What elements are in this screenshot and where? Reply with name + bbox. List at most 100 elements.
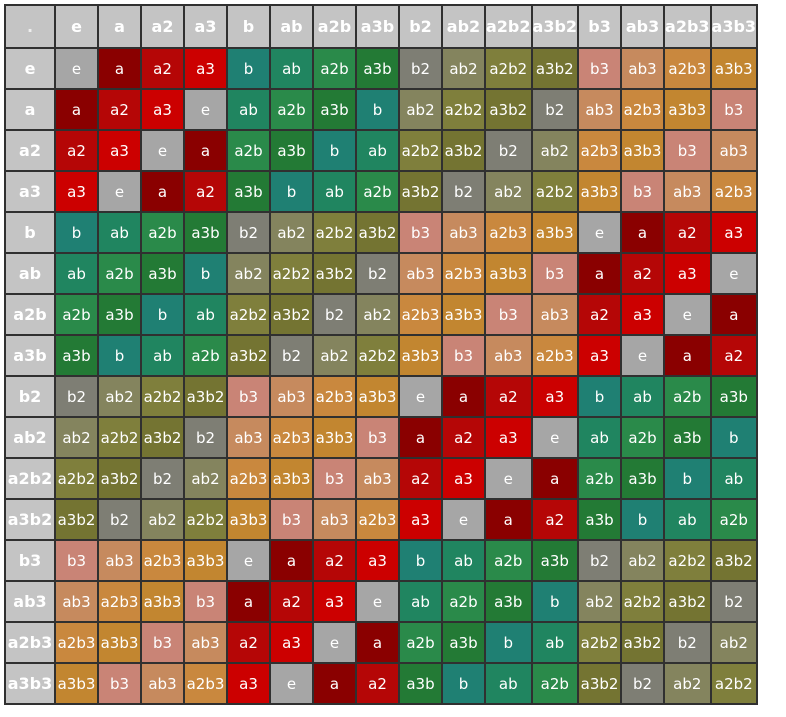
product-cell: a3b3	[269, 457, 314, 500]
product-cell: a3b2	[226, 334, 271, 377]
product-cell: a3b3	[54, 662, 99, 705]
table-row: b3 b3 ab3 a2b3 a3b3 e a a2 a3 b ab a2b a3b b2 ab2 a2b2 a…	[4, 539, 759, 582]
column-header: b2	[398, 4, 443, 49]
product-cell: e	[97, 170, 142, 213]
product-cell: ab3	[54, 580, 99, 623]
product-cell: a	[355, 621, 400, 664]
column-header: b3	[577, 4, 623, 49]
product-cell: a3b2	[183, 375, 228, 418]
product-cell: a2b3	[709, 170, 759, 213]
row-header: a2b2	[4, 457, 56, 500]
product-cell: a3b3	[140, 580, 185, 623]
product-cell: a3b2	[663, 580, 712, 623]
product-cell: e	[183, 88, 228, 131]
product-cell: b3	[183, 580, 228, 623]
table-row: ab3 ab3 a2b3 a3b3 b3 a a2 a3 e ab a2b a3b b ab2 a2b2 a3…	[4, 580, 759, 623]
product-cell: ab3	[226, 416, 271, 459]
table-row: a2 a2 a3 e a a2b a3b b ab a2b2 a3b2 b2 ab2 a2b3 a3b3 b3…	[4, 129, 759, 172]
product-cell: a2b3	[620, 88, 666, 131]
product-cell: ab3	[484, 334, 533, 377]
product-cell: a2b	[183, 334, 228, 377]
product-cell: ab2	[226, 252, 271, 295]
product-cell: ab2	[577, 580, 623, 623]
product-cell: a2b3	[663, 47, 712, 90]
product-cell: a3b2	[140, 416, 185, 459]
product-cell: a2b	[398, 621, 443, 664]
product-cell: ab2	[709, 621, 759, 664]
product-cell: e	[54, 47, 99, 90]
product-cell: a	[620, 211, 666, 254]
product-cell: a2b2	[709, 662, 759, 705]
row-header: e	[4, 47, 56, 90]
table-row: b b ab a2b a3b b2 ab2 a2b2 a3b2 b3 ab3 a2b3 a3b3 e a a2…	[4, 211, 759, 254]
product-cell: a2b	[663, 375, 712, 418]
product-cell: a	[269, 539, 314, 582]
product-cell: a3b	[355, 47, 400, 90]
product-cell: ab	[269, 47, 314, 90]
product-cell: a3	[398, 498, 443, 541]
product-cell: e	[663, 293, 712, 336]
product-cell: ab	[530, 621, 580, 664]
product-cell: e	[312, 621, 357, 664]
product-cell: b2	[577, 539, 623, 582]
product-cell: a2b2	[140, 375, 185, 418]
product-cell: a2b3	[140, 539, 185, 582]
table-row: e e a a2 a3 b ab a2b a3b b2 ab2 a2b2 a3b2 b3 ab3 a2b3 a3…	[4, 47, 759, 90]
product-cell: ab3	[183, 621, 228, 664]
product-cell: a2	[620, 252, 666, 295]
product-cell: b2	[312, 293, 357, 336]
product-cell: b2	[484, 129, 533, 172]
product-cell: ab2	[97, 375, 142, 418]
product-cell: a3b	[54, 334, 99, 377]
column-header: a3	[183, 4, 228, 49]
table-row: ab2 ab2 a2b2 a3b2 b2 ab3 a2b3 a3b3 b3 a a2 a3 e ab a2b…	[4, 416, 759, 459]
product-cell: e	[530, 416, 580, 459]
table-row: a a a2 a3 e ab a2b a3b b ab2 a2b2 a3b2 b2 ab3 a2b3 a3b3…	[4, 88, 759, 131]
product-cell: b	[484, 621, 533, 664]
product-cell: a2	[709, 334, 759, 377]
product-cell: ab2	[663, 662, 712, 705]
column-header: ab	[269, 4, 314, 49]
product-cell: a2b	[709, 498, 759, 541]
product-cell: a2	[530, 498, 580, 541]
product-cell: a2b2	[183, 498, 228, 541]
product-cell: a	[709, 293, 759, 336]
product-cell: ab2	[312, 334, 357, 377]
product-cell: ab	[484, 662, 533, 705]
product-cell: a3	[355, 539, 400, 582]
product-cell: ab	[577, 416, 623, 459]
product-cell: ab3	[620, 47, 666, 90]
row-header: b3	[4, 539, 56, 582]
product-cell: a3	[226, 662, 271, 705]
product-cell: a2b3	[484, 211, 533, 254]
cayley-table: . e a a2 a3 b ab a2b a3b b2 ab2 a2b2 a3b2 b3 ab3 a2b3 a…	[4, 4, 759, 705]
product-cell: b	[709, 416, 759, 459]
product-cell: a3	[312, 580, 357, 623]
product-cell: ab	[54, 252, 99, 295]
product-cell: a	[398, 416, 443, 459]
product-cell: ab3	[312, 498, 357, 541]
product-cell: ab3	[355, 457, 400, 500]
product-cell: b3	[140, 621, 185, 664]
product-cell: a2b2	[269, 252, 314, 295]
product-cell: e	[577, 211, 623, 254]
product-cell: b2	[663, 621, 712, 664]
product-cell: a2	[355, 662, 400, 705]
product-cell: ab2	[355, 293, 400, 336]
table-row: a3b a3b b ab a2b a3b2 b2 ab2 a2b2 a3b3 b3 ab3 a2b3 a3…	[4, 334, 759, 377]
product-cell: a3b3	[355, 375, 400, 418]
product-cell: e	[620, 334, 666, 377]
product-cell: a2	[54, 129, 99, 172]
row-header: a3b3	[4, 662, 56, 705]
column-header: a2	[140, 4, 185, 49]
product-cell: a2b3	[312, 375, 357, 418]
row-header: b2	[4, 375, 56, 418]
product-cell: a	[312, 662, 357, 705]
product-cell: a2	[312, 539, 357, 582]
product-cell: a2b3	[355, 498, 400, 541]
product-cell: b	[226, 47, 271, 90]
product-cell: b	[97, 334, 142, 377]
product-cell: a	[441, 375, 486, 418]
column-header: a2b2	[484, 4, 533, 49]
product-cell: e	[269, 662, 314, 705]
